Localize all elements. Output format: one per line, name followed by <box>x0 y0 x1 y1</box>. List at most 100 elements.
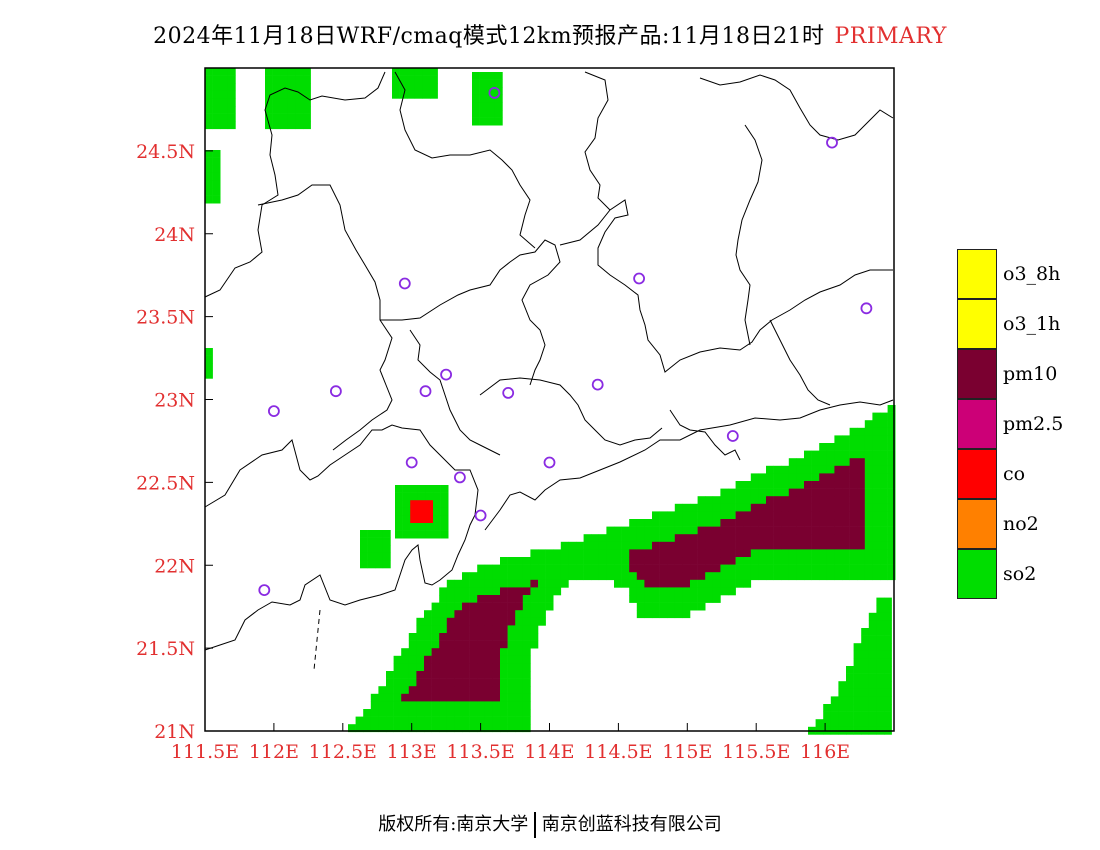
pollution-cell <box>853 688 862 697</box>
pollution-cell <box>872 488 881 497</box>
pollution-cell <box>811 450 820 459</box>
pollution-cell <box>425 530 434 539</box>
pollution-cell <box>834 435 843 444</box>
pollution-cell <box>788 503 797 512</box>
pollution-cell <box>743 481 752 489</box>
pollution-cell <box>652 519 660 527</box>
pollution-cell <box>705 587 714 596</box>
pollution-cell <box>811 503 820 512</box>
x-tick-label: 115.5E <box>722 741 790 763</box>
pollution-cell <box>674 541 683 550</box>
pollution-cell <box>417 530 426 539</box>
pollution-cell <box>735 488 744 497</box>
pollution-cell <box>853 681 862 690</box>
pollution-cell <box>682 564 691 573</box>
pollution-cell <box>830 696 839 705</box>
pollution-cell <box>750 572 759 581</box>
pollution-cell <box>781 481 790 489</box>
pollution-cell <box>424 655 432 664</box>
pollution-cell <box>861 666 870 674</box>
pollution-cell <box>819 481 828 489</box>
pollution-cell <box>636 602 645 611</box>
pollution-cell <box>538 572 546 581</box>
pollution-cell <box>395 515 403 524</box>
pollution-cell <box>712 572 721 581</box>
pollution-cell <box>454 640 463 649</box>
pollution-cell <box>838 696 847 705</box>
pollution-cell <box>576 572 584 581</box>
pollution-cell <box>690 564 698 573</box>
pollution-cell <box>788 572 797 581</box>
pollution-cell <box>484 724 493 733</box>
pollution-cell <box>367 530 376 538</box>
pollution-cell <box>659 564 668 573</box>
pollution-cell <box>629 595 638 603</box>
station-marker <box>405 456 418 469</box>
pollution-cell <box>367 560 376 569</box>
pollution-cell <box>280 75 289 84</box>
pollution-cell <box>287 113 296 122</box>
pollution-cell <box>378 724 387 733</box>
pollution-cell <box>864 503 873 512</box>
pollution-cell <box>697 519 706 527</box>
pollution-cell <box>272 121 281 130</box>
pollution-cell <box>857 435 866 444</box>
pollution-cell <box>834 519 843 527</box>
pollution-cell <box>826 450 835 459</box>
pollution-cell <box>705 557 714 565</box>
pollution-cell <box>212 68 221 76</box>
pollution-cell <box>227 90 236 99</box>
pollution-cell <box>743 541 752 550</box>
x-tick-label: 114E <box>524 741 574 763</box>
pollution-cell <box>705 595 714 603</box>
pollution-cell <box>410 485 419 493</box>
pollution-cell <box>804 458 812 467</box>
pollution-cell <box>401 686 410 695</box>
pollution-cell <box>416 655 425 664</box>
pollution-cell <box>440 515 449 524</box>
pollution-cell <box>728 503 736 512</box>
pollution-cell <box>819 526 828 535</box>
pollution-cell <box>849 465 858 474</box>
pollution-cell <box>205 75 213 84</box>
pollution-cell <box>370 716 379 725</box>
pollution-cell <box>861 719 870 728</box>
pollution-cell <box>433 492 441 501</box>
border-7 <box>559 199 893 373</box>
pollution-cell <box>446 625 455 634</box>
pollution-cell <box>659 579 668 588</box>
pollution-cell <box>743 526 752 535</box>
pollution-cell <box>479 87 488 96</box>
pollution-cell <box>522 701 531 710</box>
pollution-cell <box>849 488 858 497</box>
pollution-cell <box>876 643 885 652</box>
pollution-cell <box>811 488 820 497</box>
pollution-cell <box>849 564 858 573</box>
pollution-cell <box>367 537 376 546</box>
pollution-cell <box>705 579 714 588</box>
pollution-cell <box>417 523 426 531</box>
pollution-cell <box>849 526 858 535</box>
pollution-cell <box>515 633 524 641</box>
pollution-cell <box>861 704 870 712</box>
pollution-cell <box>287 98 296 107</box>
pollution-cell <box>887 564 896 573</box>
pollution-cell <box>205 90 213 99</box>
pollution-cell <box>212 188 221 196</box>
pollution-cell <box>386 701 394 710</box>
pollution-cell <box>781 488 790 497</box>
pollution-cell <box>674 579 683 588</box>
pollution-cell <box>880 420 888 429</box>
pollution-cell <box>560 541 569 550</box>
pollution-cell <box>868 696 877 705</box>
pollution-cell <box>462 671 470 679</box>
pollution-cell <box>598 557 607 565</box>
pollution-cell <box>507 617 516 626</box>
pollution-cell <box>484 633 493 641</box>
pollution-cell <box>659 595 668 603</box>
pollution-cell <box>492 617 501 626</box>
pollution-cell <box>500 678 508 687</box>
pollution-cell <box>568 557 577 565</box>
pollution-cell <box>375 530 384 538</box>
pollution-cell <box>386 671 394 679</box>
